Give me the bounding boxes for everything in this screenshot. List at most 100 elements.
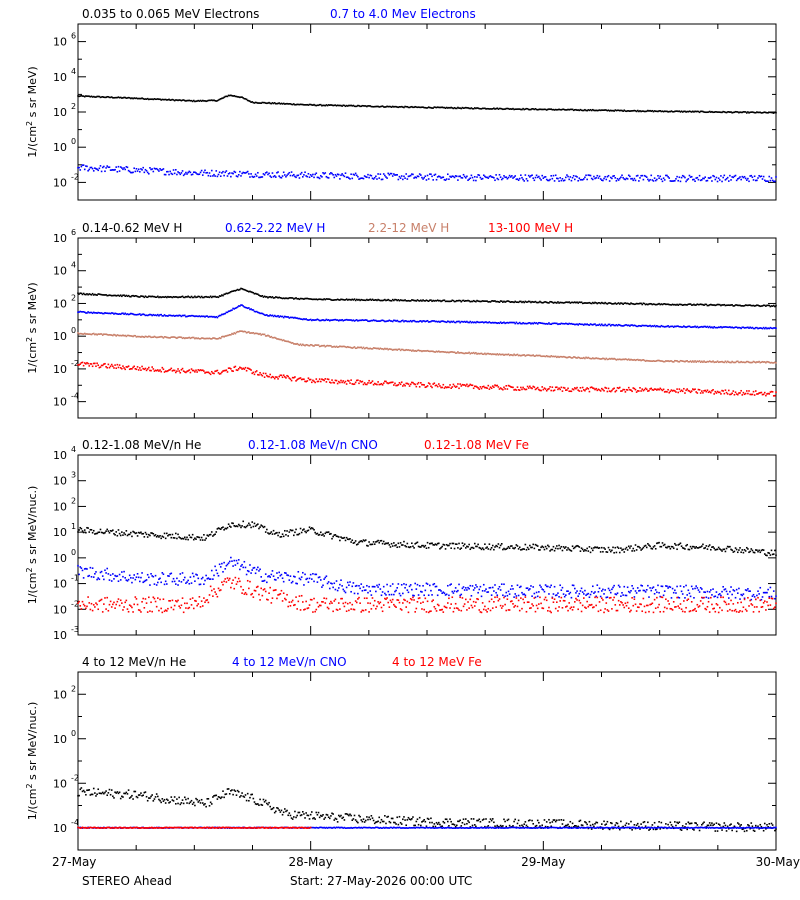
data-point: [210, 99, 213, 101]
data-point: [287, 535, 289, 537]
data-point: [540, 108, 542, 111]
data-point: [489, 586, 492, 589]
data-point: [616, 386, 619, 389]
data-point: [384, 592, 386, 595]
data-point: [387, 172, 390, 175]
data-point: [470, 352, 473, 354]
data-point: [381, 348, 384, 350]
data-point: [556, 386, 558, 388]
data-point: [727, 389, 730, 392]
data-point: [651, 325, 654, 327]
data-point: [602, 324, 604, 327]
data-point: [318, 345, 321, 348]
data-point: [398, 382, 401, 384]
data-point: [80, 567, 83, 569]
data-point: [241, 563, 243, 566]
data-point: [422, 299, 424, 301]
data-point: [359, 105, 361, 108]
data-point: [589, 108, 592, 111]
data-point: [130, 335, 132, 337]
data-point: [663, 391, 666, 393]
data-point: [245, 369, 248, 372]
data-point: [324, 576, 327, 579]
data-point: [77, 166, 79, 169]
data-point: [214, 565, 216, 568]
data-point: [666, 110, 668, 113]
data-point: [144, 367, 147, 370]
data-point: [761, 178, 764, 180]
data-point: [719, 326, 721, 329]
data-point: [187, 99, 189, 102]
data-point: [351, 177, 354, 180]
data-point: [144, 98, 147, 100]
data-point: [771, 327, 774, 330]
data-point: [262, 372, 265, 375]
data-point: [125, 294, 128, 297]
data-point: [393, 319, 395, 322]
data-point: [603, 302, 605, 305]
data-point: [400, 319, 403, 322]
data-point: [495, 544, 497, 547]
data-point: [83, 529, 86, 531]
data-point: [83, 332, 86, 335]
data-point: [389, 381, 392, 384]
data-point: [296, 103, 298, 106]
data-point: [653, 545, 656, 547]
data-point: [716, 390, 719, 393]
data-point: [201, 99, 204, 102]
data-point: [82, 531, 85, 534]
data-point: [213, 295, 215, 298]
data-point: [589, 551, 592, 554]
data-point: [319, 531, 322, 534]
data-point: [208, 578, 211, 580]
data-point: [491, 300, 494, 302]
data-point: [621, 390, 623, 392]
data-point: [602, 179, 604, 182]
data-point: [261, 294, 264, 297]
data-point: [262, 580, 265, 582]
data-point: [770, 305, 773, 307]
data-point: [541, 588, 544, 590]
data-point: [631, 110, 633, 112]
data-point: [318, 103, 321, 106]
data-point: [140, 295, 142, 297]
data-point: [201, 174, 204, 176]
data-point: [611, 177, 613, 180]
data-point: [473, 107, 476, 109]
data-point: [667, 303, 669, 306]
data-point: [200, 169, 203, 172]
data-point: [522, 548, 524, 550]
data-point: [382, 348, 385, 351]
data-point: [562, 355, 565, 358]
data-point: [204, 337, 206, 340]
data-point: [589, 323, 592, 325]
data-point: [181, 295, 184, 298]
data-point: [471, 107, 474, 110]
data-point: [185, 315, 187, 318]
data-point: [563, 356, 566, 358]
data-point: [217, 574, 220, 577]
data-point: [611, 109, 613, 112]
data-point: [132, 313, 134, 315]
data-point: [541, 386, 544, 388]
data-point: [371, 543, 374, 546]
data-point: [658, 388, 660, 391]
legend-entry: 13-100 MeV H: [488, 221, 573, 235]
data-point: [518, 321, 521, 324]
data-point: [745, 360, 748, 363]
data-point: [633, 177, 636, 180]
data-point: [629, 110, 631, 113]
data-point: [512, 107, 514, 110]
data-point: [511, 321, 513, 324]
data-point: [431, 594, 433, 596]
data-point: [719, 179, 721, 181]
data-point: [258, 374, 260, 376]
data-point: [757, 177, 759, 179]
data-point: [635, 110, 638, 113]
data-point: [298, 344, 301, 346]
data-point: [455, 543, 458, 545]
data-point: [400, 175, 403, 177]
data-point: [269, 532, 271, 535]
data-point: [379, 347, 382, 350]
data-point: [308, 344, 311, 347]
